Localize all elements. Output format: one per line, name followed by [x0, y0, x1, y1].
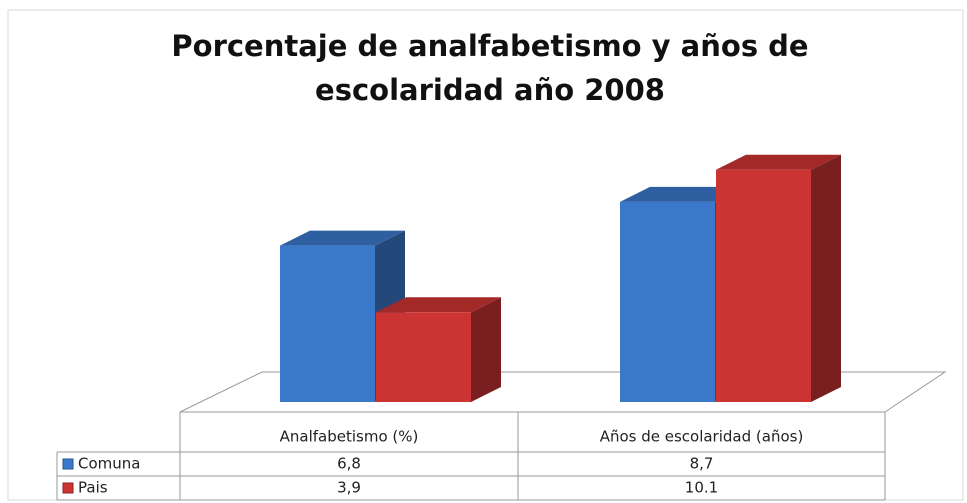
- table-value: 10.1: [685, 479, 718, 497]
- bar: [716, 154, 841, 402]
- bar-front: [620, 201, 715, 402]
- table-value: 8,7: [690, 455, 714, 473]
- bar-side: [811, 154, 841, 402]
- category-label: Analfabetismo (%): [280, 428, 419, 446]
- bar-front: [376, 312, 471, 402]
- bar-top: [376, 297, 501, 313]
- chart-title: Porcentaje de analfabetismo y años de: [171, 29, 808, 63]
- bar-top: [716, 154, 841, 170]
- bar: [376, 297, 501, 402]
- bar-front: [716, 169, 811, 402]
- bar-top: [620, 186, 745, 202]
- legend-swatch: [62, 458, 74, 470]
- bar-front: [280, 245, 375, 402]
- table-value: 6,8: [337, 455, 361, 473]
- bar-top: [280, 230, 405, 246]
- bar-side: [471, 297, 501, 402]
- table-value: 3,9: [337, 479, 361, 497]
- legend-swatch: [62, 482, 74, 494]
- legend-label: Comuna: [78, 455, 140, 473]
- chart-title: escolaridad año 2008: [315, 73, 665, 107]
- legend-label: Pais: [78, 479, 108, 497]
- category-label: Años de escolaridad (años): [600, 428, 804, 446]
- data-table-grid: [56, 412, 886, 501]
